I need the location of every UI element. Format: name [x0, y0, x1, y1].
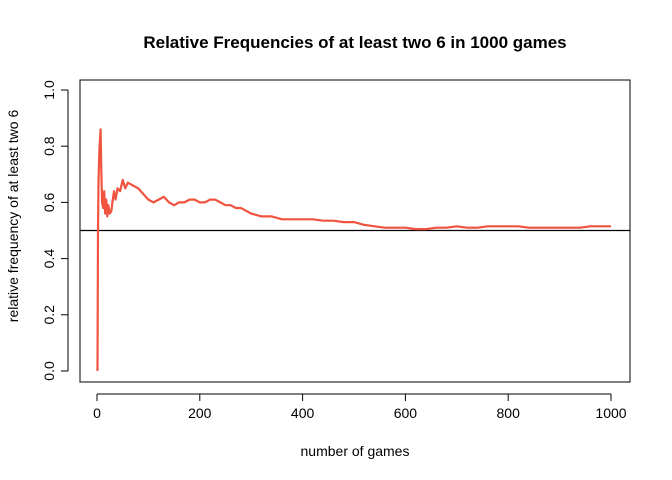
x-tick-label: 800: [497, 405, 521, 421]
y-tick-label: 1.0: [41, 80, 57, 100]
x-tick-label: 0: [93, 405, 101, 421]
series-line-relative-frequency: [96, 128, 611, 372]
y-tick-label: 0.6: [41, 192, 57, 212]
y-tick-label: 0.8: [41, 136, 57, 156]
x-tick-label: 600: [394, 405, 418, 421]
x-tick-label: 400: [291, 405, 315, 421]
y-tick-label: 0.0: [41, 361, 57, 381]
y-tick-label: 0.2: [41, 305, 57, 325]
y-tick-label: 0.4: [41, 249, 57, 269]
y-axis-label: relative frequency of at least two 6: [5, 110, 21, 323]
x-tick-label: 1000: [595, 405, 626, 421]
x-axis-label: number of games: [301, 443, 410, 459]
x-tick-label: 200: [188, 405, 212, 421]
y-axis: 0.0 0.2 0.4 0.6 0.8 1.0: [41, 80, 69, 381]
chart-title: Relative Frequencies of at least two 6 i…: [143, 33, 566, 52]
x-axis: 0 200 400 600 800 1000: [93, 393, 627, 421]
